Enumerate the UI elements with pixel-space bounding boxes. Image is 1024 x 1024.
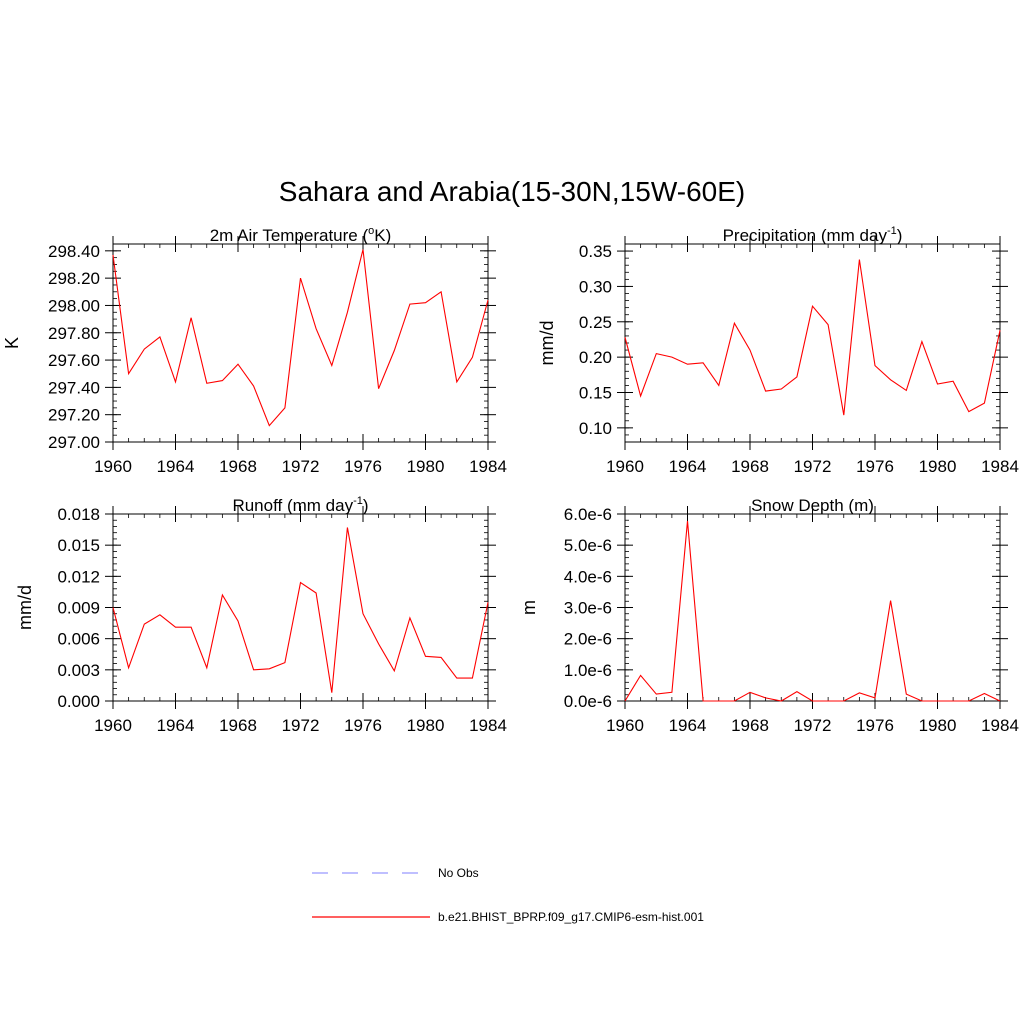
x-tick-label: 1960: [606, 457, 644, 476]
x-tick-label: 1968: [219, 457, 257, 476]
y-tick-label: 297.00: [48, 433, 100, 452]
y-tick-label: 297.40: [48, 378, 100, 397]
y-axis-label: mm/d: [537, 321, 557, 366]
y-axis-label: mm/d: [15, 585, 35, 630]
y-tick-label: 0.10: [579, 419, 612, 438]
panel-title-superscript: -1: [353, 495, 363, 507]
y-tick-label: 0.15: [579, 384, 612, 403]
plot-frame: [112, 513, 489, 702]
panel-title-tail: K): [374, 226, 391, 245]
x-tick-label: 1968: [731, 716, 769, 735]
panel-title-tail: ): [897, 226, 903, 245]
x-tick-label: 1984: [469, 716, 507, 735]
plot-frame: [624, 243, 1001, 443]
panel-title-superscript: o: [368, 225, 374, 237]
figure-title: Sahara and Arabia(15-30N,15W-60E): [279, 176, 745, 207]
series-line-runoff: [112, 527, 489, 693]
x-tick-label: 1980: [919, 716, 957, 735]
panel-title: Runoff (mm day-1): [232, 495, 368, 515]
y-tick-label: 5.0e-6: [564, 536, 612, 555]
panel-air-temperature: 2m Air Temperature (oK) K 1960 1964 1968 1972…: [2, 225, 507, 476]
x-tick-label: 1972: [282, 716, 320, 735]
panel-title-main: 2m Air Temperature (: [210, 226, 369, 245]
y-axis-label: K: [2, 337, 22, 349]
x-tick-label: 1960: [94, 457, 132, 476]
y-tick-label: 1.0e-6: [564, 661, 612, 680]
y-tick-label: 298.00: [48, 296, 100, 315]
panel-title-tail: ): [363, 496, 369, 515]
y-tick-label: 0.000: [57, 692, 100, 711]
y-tick-label: 297.60: [48, 351, 100, 370]
panel-title: Precipitation (mm day-1): [723, 225, 903, 245]
legend-model-label: b.e21.BHIST_BPRP.f09_g17.CMIP6-esm-hist.…: [438, 910, 704, 924]
y-tick-label: 0.018: [57, 505, 100, 524]
x-tick-label: 1976: [856, 457, 894, 476]
x-tick-label: 1964: [669, 457, 707, 476]
y-tick-label: 0.009: [57, 599, 100, 618]
y-tick-label: 0.0e-6: [564, 692, 612, 711]
legend: No Obs b.e21.BHIST_BPRP.f09_g17.CMIP6-es…: [312, 866, 704, 924]
y-tick-label: 298.20: [48, 269, 100, 288]
y-tick-label: 0.20: [579, 348, 612, 367]
y-tick-label: 2.0e-6: [564, 630, 612, 649]
panel-title-main: Precipitation (mm day: [723, 226, 888, 245]
x-tick-label: 1984: [981, 457, 1019, 476]
panel-runoff: Runoff (mm day-1) mm/d 1960 1964 1968 1972 197…: [15, 495, 507, 735]
y-tick-label: 6.0e-6: [564, 505, 612, 524]
panel-title: 2m Air Temperature (oK): [210, 225, 392, 245]
panel-title-main: Snow Depth (m): [751, 496, 874, 515]
y-tick-label: 297.20: [48, 406, 100, 425]
x-tick-label: 1976: [856, 716, 894, 735]
y-tick-label: 297.80: [48, 324, 100, 343]
x-tick-label: 1972: [794, 716, 832, 735]
y-tick-label: 3.0e-6: [564, 599, 612, 618]
x-tick-label: 1960: [606, 716, 644, 735]
x-tick-label: 1964: [669, 716, 707, 735]
x-tick-label: 1964: [157, 457, 195, 476]
panels: 2m Air Temperature (oK) K 1960 1964 1968 1972…: [2, 225, 1019, 735]
panel-title-main: Runoff (mm day: [232, 496, 353, 515]
series-line-air-temperature: [112, 249, 489, 427]
x-tick-label: 1972: [282, 457, 320, 476]
x-tick-label: 1964: [157, 716, 195, 735]
x-tick-label: 1980: [407, 716, 445, 735]
plot-frame: [624, 513, 1001, 702]
y-tick-label: 0.30: [579, 277, 612, 296]
y-tick-label: 0.003: [57, 661, 100, 680]
x-tick-label: 1980: [919, 457, 957, 476]
panel-title-superscript: -1: [887, 225, 897, 237]
x-tick-label: 1968: [731, 457, 769, 476]
y-tick-label: 0.35: [579, 242, 612, 261]
y-tick-label: 0.012: [57, 567, 100, 586]
x-tick-label: 1984: [981, 716, 1019, 735]
x-tick-label: 1972: [794, 457, 832, 476]
y-axis-label: m: [519, 600, 539, 615]
y-tick-label: 4.0e-6: [564, 567, 612, 586]
series-line-precipitation: [624, 259, 1001, 416]
x-tick-label: 1976: [344, 457, 382, 476]
x-tick-label: 1960: [94, 716, 132, 735]
x-tick-label: 1980: [407, 457, 445, 476]
y-tick-label: 0.015: [57, 536, 100, 555]
legend-obs-label: No Obs: [438, 866, 479, 880]
y-tick-label: 0.25: [579, 313, 612, 332]
x-tick-label: 1976: [344, 716, 382, 735]
series-line-snow-depth: [624, 520, 1001, 702]
x-tick-label: 1968: [219, 716, 257, 735]
x-tick-label: 1984: [469, 457, 507, 476]
panel-precipitation: Precipitation (mm day-1) mm/d 1960 1964 1968…: [537, 225, 1019, 476]
panel-title: Snow Depth (m): [751, 496, 874, 515]
y-tick-label: 298.40: [48, 242, 100, 261]
plot-frame: [112, 243, 489, 443]
panel-snow-depth: Snow Depth (m) m 1960 1964 1968 1972 1976 1980 1…: [519, 496, 1019, 735]
y-tick-label: 0.006: [57, 630, 100, 649]
